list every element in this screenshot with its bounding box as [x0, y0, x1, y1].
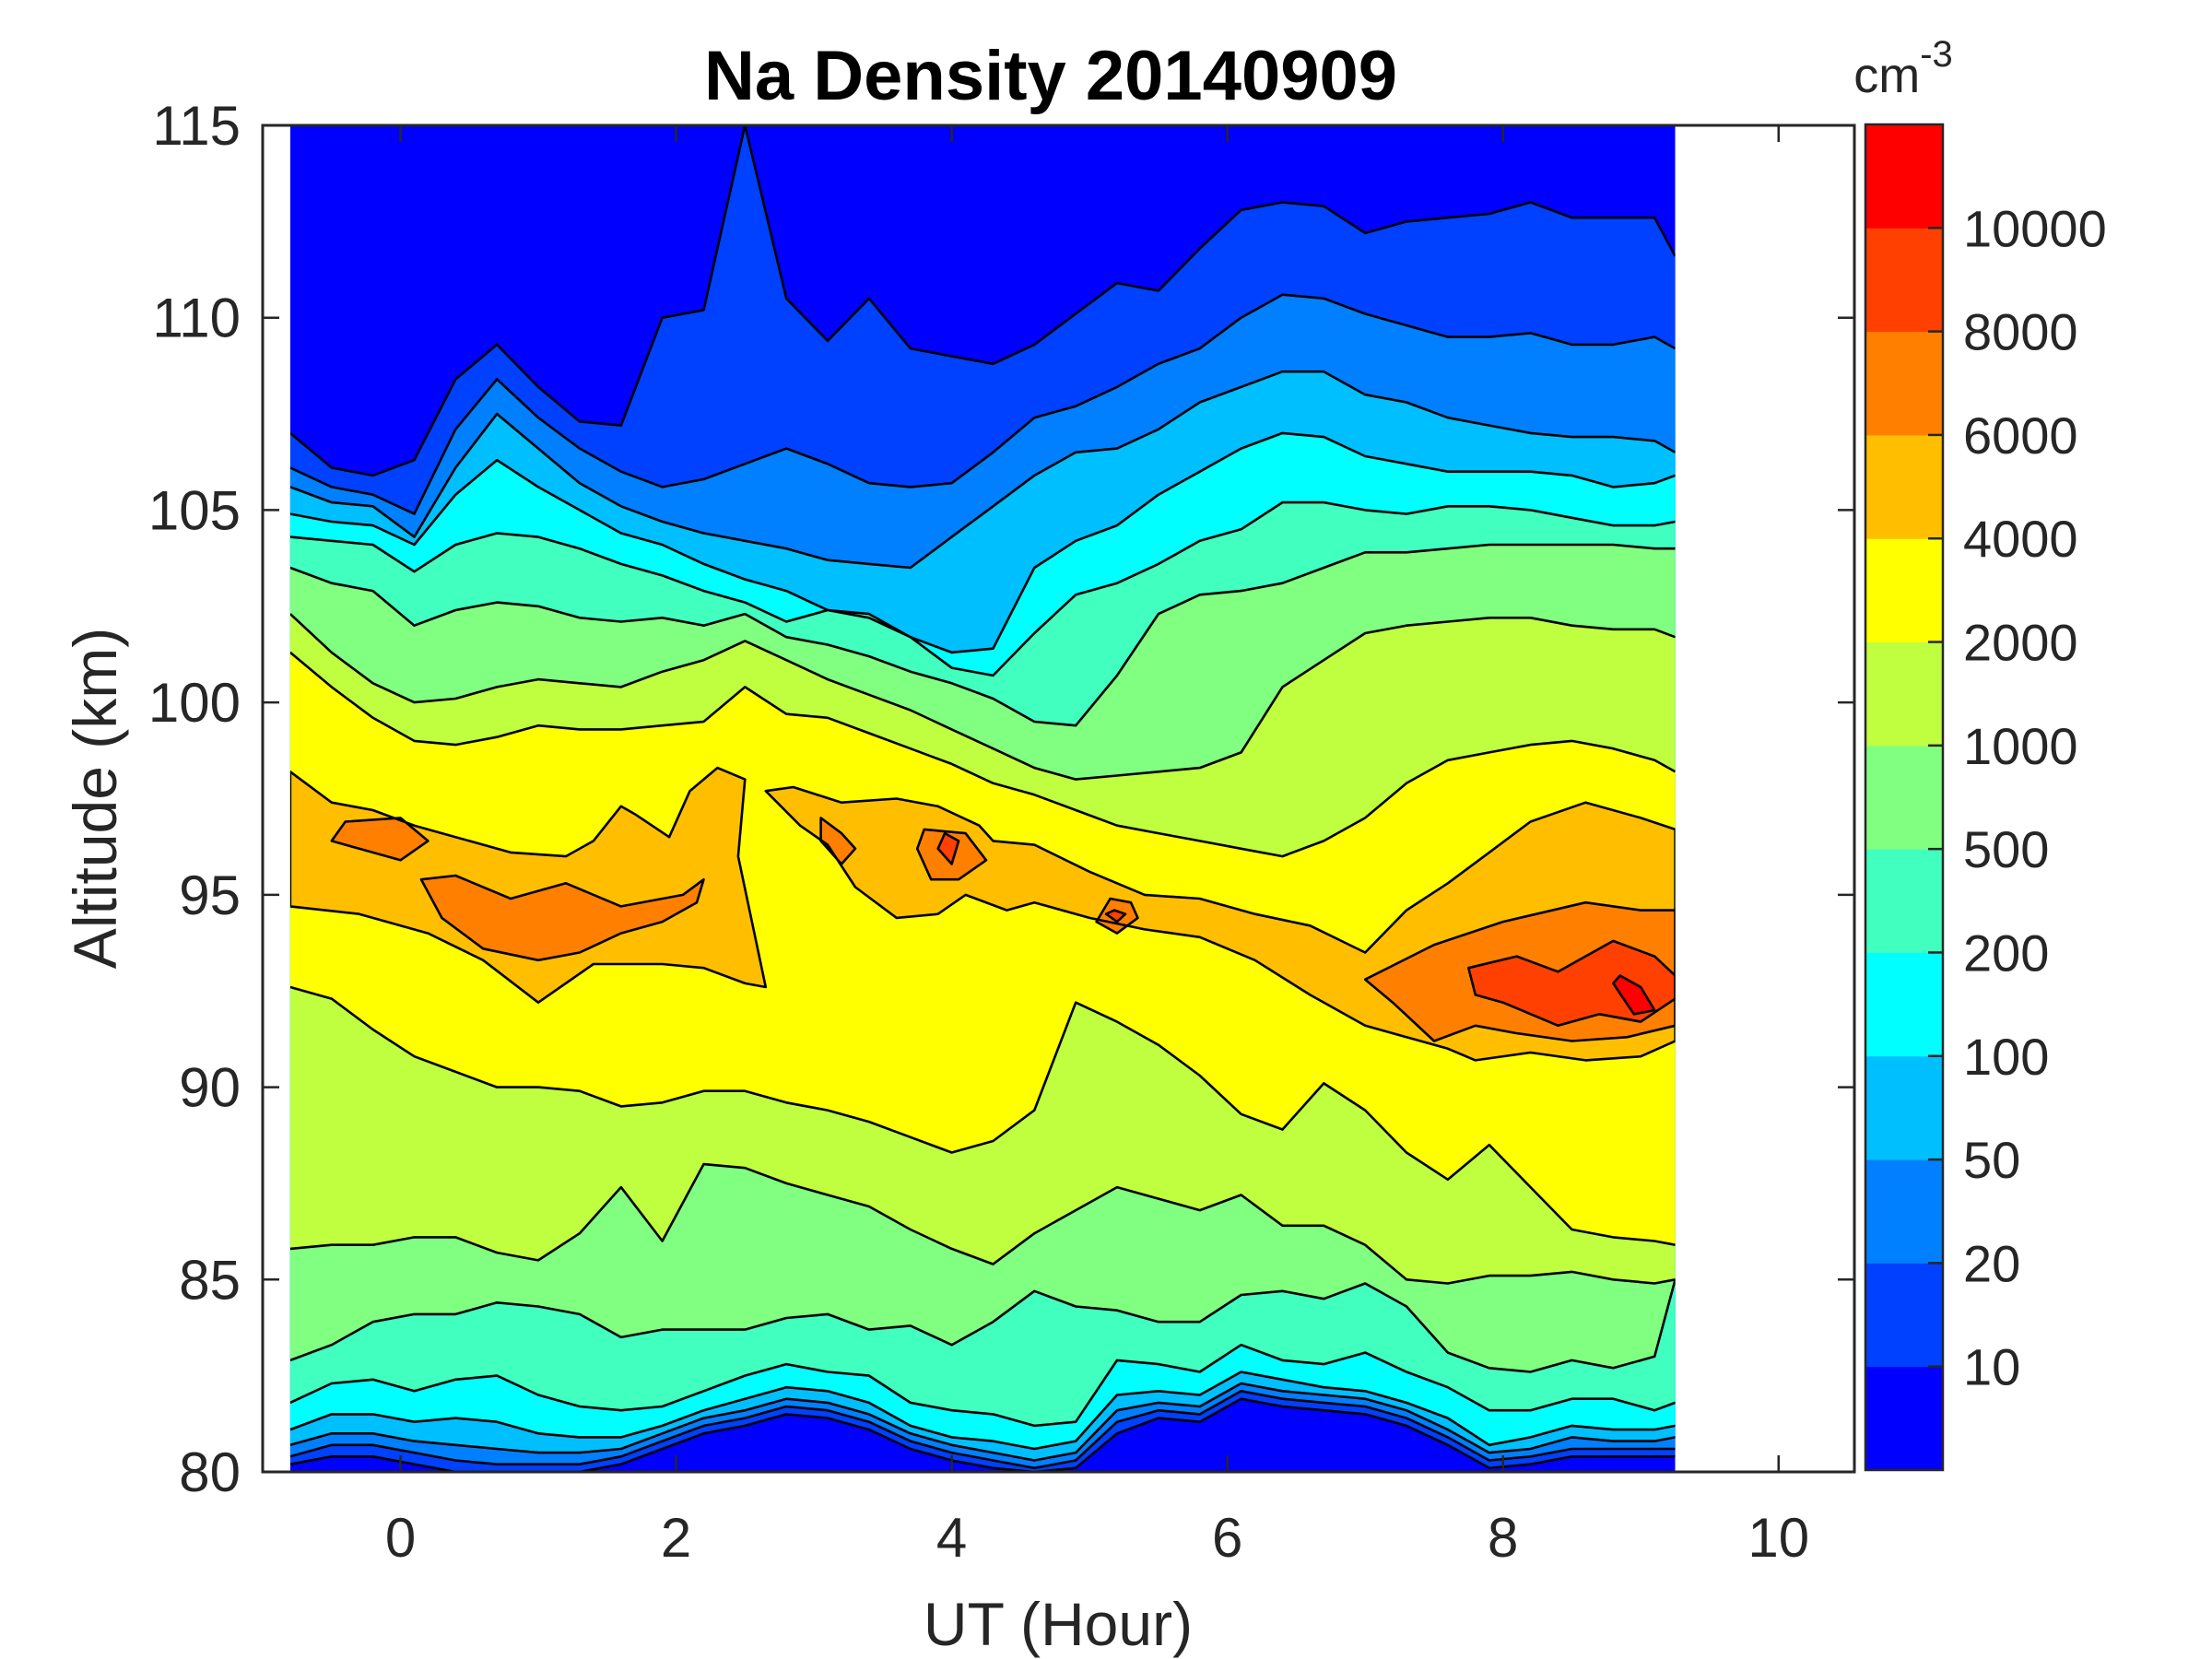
contour-line-lower-1000	[289, 1162, 1676, 1285]
contour-line-upper-1000	[289, 613, 1676, 781]
colorbar-tick-label: 6000	[1963, 406, 2078, 465]
x-tick-label: 10	[1747, 1507, 1809, 1569]
contour-line-lower-100	[289, 1371, 1676, 1451]
contour-line-region-6000	[819, 817, 857, 865]
contour-line-region-10000	[1612, 974, 1656, 1016]
contour-line-region-4000	[289, 766, 768, 1004]
y-tick-label: 85	[179, 1249, 241, 1311]
colorbar-swatch-8000	[1865, 228, 1943, 333]
colorbar-swatch-20	[1865, 1159, 1943, 1264]
x-tick-label: 6	[1212, 1507, 1242, 1569]
y-tick-label: 115	[152, 95, 241, 157]
contour-line-upper-100	[289, 431, 1676, 654]
x-tick-label: 4	[936, 1507, 967, 1569]
colorbar-tick-label: 500	[1963, 820, 2049, 878]
colorbar-swatch-500	[1865, 745, 1943, 850]
y-axis-label: Altitude (km)	[61, 628, 129, 969]
colorbar-tick-label: 100	[1963, 1028, 2049, 1086]
contour-line-upper-2000	[289, 651, 1676, 858]
contour-line-lower-20	[289, 1390, 1676, 1470]
x-tick-label: 0	[385, 1507, 416, 1569]
y-tick-label: 105	[148, 479, 241, 541]
colorbar-swatch-6000	[1865, 331, 1943, 436]
contour-line-lower-50	[289, 1382, 1676, 1462]
colorbar-tick-label: 10000	[1963, 199, 2107, 257]
colorbar-tick-label: 50	[1963, 1131, 2020, 1189]
colorbar-tick-label: 200	[1963, 924, 2049, 982]
y-tick-label: 100	[148, 672, 241, 734]
colorbar-swatch-4000	[1865, 434, 1943, 539]
contour-line-lower-10	[289, 1397, 1676, 1472]
contour-fill-layer	[289, 125, 1676, 1472]
x-tick-label: 2	[661, 1507, 691, 1569]
y-tick-label: 80	[179, 1441, 241, 1503]
colorbar-unit-base: cm	[1853, 48, 1920, 103]
contour-line-lower-500	[289, 1278, 1676, 1373]
contour-line-region-4000	[764, 785, 1676, 1062]
colorbar-swatch-10000	[1865, 124, 1943, 229]
x-axis: 0 2 4 6 8 10	[385, 125, 1809, 1569]
contour-region-6000	[331, 818, 429, 861]
contour-line-upper-500	[289, 543, 1676, 727]
colorbar-swatch-50	[1865, 1055, 1943, 1160]
colorbar-swatch-100	[1865, 952, 1943, 1057]
contour-line-lower-200	[289, 1343, 1676, 1428]
contour-line-region-8000	[1104, 909, 1127, 924]
contour-line-upper-200	[289, 500, 1676, 677]
colorbar-unit-exponent: -3	[1920, 34, 1953, 75]
colorbar-unit-label: cm-3	[1853, 34, 1953, 103]
contour-band-2000	[289, 652, 1676, 1245]
colorbar-swatch-1000	[1865, 641, 1943, 747]
x-tick-label: 8	[1488, 1507, 1518, 1569]
y-tick-label: 110	[152, 288, 241, 349]
contour-line-region-6000	[419, 874, 705, 962]
colorbar-tick-label: 8000	[1963, 303, 2078, 361]
contour-region-6000	[820, 818, 855, 865]
contour-line-upper-20	[289, 293, 1676, 515]
x-axis-label: UT (Hour)	[924, 1590, 1193, 1658]
colorbar-tick-label: 20	[1963, 1234, 2020, 1292]
colorbar-swatch-2000	[1865, 538, 1943, 643]
chart-title: Na Density 20140909	[704, 37, 1397, 115]
y-tick-label: 90	[179, 1057, 241, 1119]
contour-region-8000	[1468, 940, 1676, 1026]
colorbar-frame	[1864, 123, 1945, 1472]
contour-line-region-6000	[1095, 897, 1139, 935]
contour-line-upper-10	[289, 125, 1676, 477]
contour-region-10000	[1613, 975, 1655, 1015]
contour-line-lower-2000	[289, 985, 1676, 1246]
axes-frame	[261, 124, 1856, 1474]
contour-line-region-8000	[1467, 939, 1676, 1028]
colorbar-swatch-0	[1865, 1366, 1943, 1471]
contour-line-region-8000	[936, 831, 960, 865]
colorbar-tick-label: 10	[1963, 1338, 2020, 1396]
contour-line-layer	[289, 125, 1676, 1472]
contour-line-region-6000	[915, 828, 988, 881]
y-tick-label: 95	[179, 865, 241, 926]
contour-line-region-6000	[330, 817, 429, 862]
y-axis: 80 85 90 95 100 105 110 115	[148, 95, 1854, 1503]
colorbar-tick-label: 2000	[1963, 614, 2078, 672]
contour-line-region-6000	[1363, 900, 1676, 1042]
colorbar-swatch-200	[1865, 849, 1943, 953]
colorbar-tick-label: 1000	[1963, 717, 2078, 775]
colorbar: 10 20 50 100 200 500 1000 2000 4000 6000 8000 10000	[1864, 123, 2107, 1472]
contour-line-upper-50	[289, 370, 1676, 570]
contour-region-6000	[421, 876, 704, 960]
colorbar-tick-label: 4000	[1963, 510, 2078, 568]
colorbar-swatch-10	[1865, 1263, 1943, 1368]
